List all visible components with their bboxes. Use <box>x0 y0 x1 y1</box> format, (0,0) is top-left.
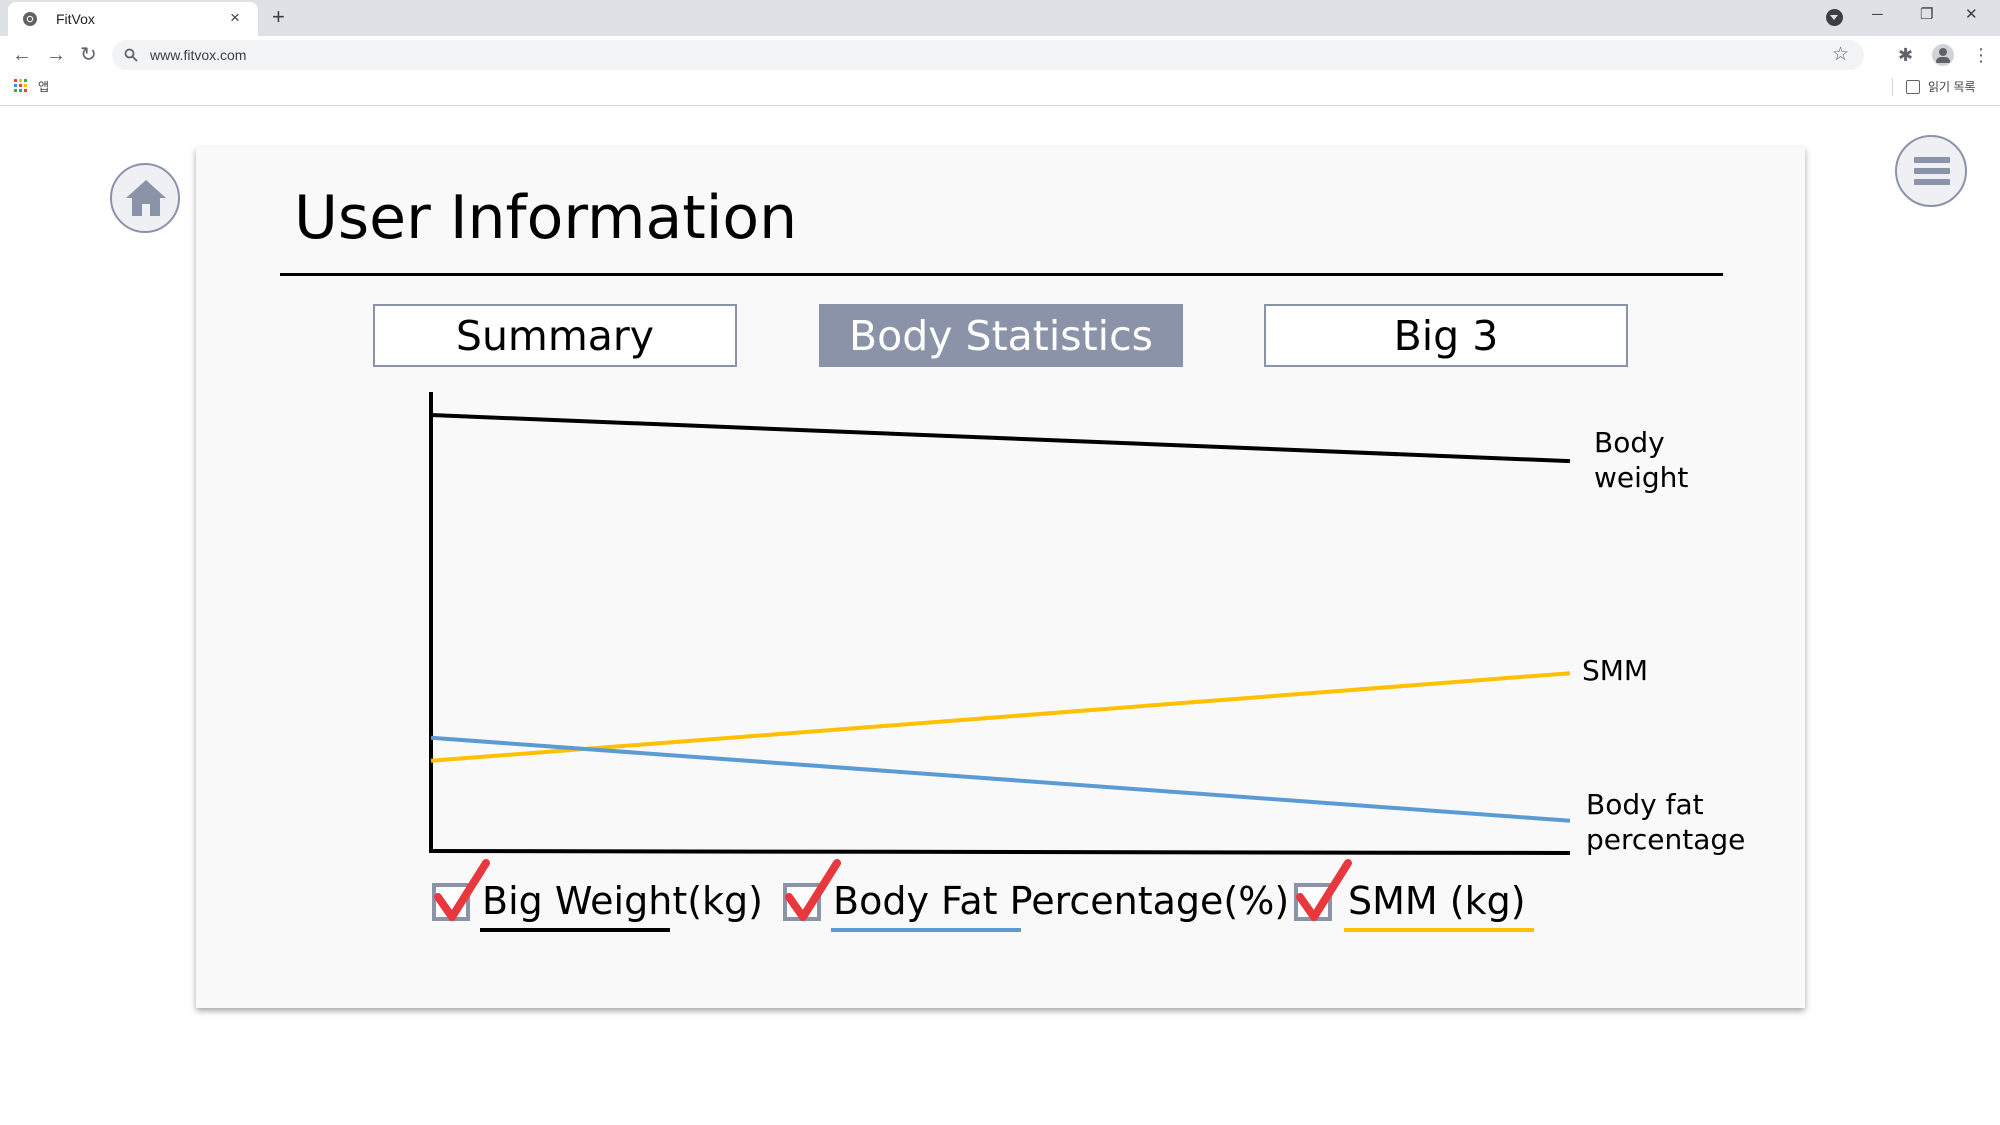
menu-bar <box>1914 157 1950 163</box>
tab-search-icon[interactable] <box>1826 9 1843 26</box>
reading-list-icon[interactable] <box>1906 80 1920 94</box>
series-line-body-fat-percentage <box>430 735 1571 823</box>
address-bar[interactable]: www.fitvox.com ☆ <box>112 40 1864 70</box>
tab-body-statistics[interactable]: Body Statistics <box>819 304 1183 367</box>
reload-icon[interactable]: ↻ <box>80 44 97 66</box>
browser-tab[interactable]: FitVox × <box>8 2 258 36</box>
home-icon <box>126 180 166 216</box>
user-info-card: User Information Summary Body Statistics… <box>196 147 1805 1008</box>
star-icon[interactable]: ☆ <box>1832 44 1850 65</box>
tab-big-3[interactable]: Big 3 <box>1264 304 1628 367</box>
plus-icon[interactable]: + <box>272 4 285 29</box>
checkmark-icon <box>1296 859 1352 921</box>
bookmarks-bar <box>0 74 2000 106</box>
series-line-body-weight <box>430 413 1571 464</box>
legend-label: Big Weight(kg) <box>482 879 763 923</box>
apps-label[interactable]: 앱 <box>38 80 50 94</box>
checkmark-icon <box>434 859 490 921</box>
extensions-icon[interactable]: ✱ <box>1898 45 1914 65</box>
legend-swatch <box>1344 928 1534 932</box>
tab-summary[interactable]: Summary <box>373 304 737 367</box>
legend-label: SMM (kg) <box>1348 879 1526 923</box>
browser-toolbar: ← → ↻ www.fitvox.com ☆ ✱ ⋮ <box>0 36 2000 74</box>
series-label-body-fat: percentage <box>1586 823 1745 856</box>
page-title: User Information <box>294 183 798 253</box>
kebab-menu-icon[interactable]: ⋮ <box>1972 45 1990 65</box>
profile-icon[interactable] <box>1932 44 1954 66</box>
hamburger-menu-button[interactable] <box>1895 135 1967 207</box>
menu-bar <box>1914 168 1950 174</box>
series-label-body-weight: weight <box>1594 461 1688 494</box>
close-icon[interactable]: × <box>230 8 240 27</box>
legend-body-weight-toggle[interactable]: Big Weight(kg) <box>432 859 763 933</box>
legend-body-fat-toggle[interactable]: Body Fat Percentage(%) <box>783 859 1289 933</box>
tab-title: FitVox <box>56 11 95 27</box>
legend-label: Body Fat Percentage(%) <box>833 879 1290 923</box>
checkmark-icon <box>785 859 841 921</box>
search-icon <box>124 48 138 62</box>
series-label-body-weight: Body <box>1594 426 1665 459</box>
legend-swatch <box>480 928 670 932</box>
legend-smm-toggle[interactable]: SMM (kg) <box>1294 859 1544 933</box>
legend-swatch <box>831 928 1021 932</box>
chrome-icon <box>23 12 37 26</box>
window-close-icon[interactable]: ✕ <box>1965 6 1978 23</box>
body-stats-chart: Body weight SMM Body fat percentage <box>428 392 1745 856</box>
restore-icon[interactable]: ❐ <box>1920 6 1934 23</box>
apps-icon[interactable] <box>14 79 28 93</box>
x-axis <box>428 849 1571 855</box>
divider <box>1892 78 1893 96</box>
series-line-smm <box>430 671 1571 763</box>
series-label-smm: SMM <box>1582 654 1648 687</box>
back-icon[interactable]: ← <box>12 44 32 66</box>
url-text[interactable]: www.fitvox.com <box>150 47 247 63</box>
browser-tab-strip: FitVox × + ─ ❐ ✕ <box>0 0 2000 36</box>
forward-icon[interactable]: → <box>46 44 66 66</box>
title-divider <box>280 273 1723 276</box>
minimize-icon[interactable]: ─ <box>1872 6 1883 23</box>
menu-bar <box>1914 179 1950 185</box>
series-label-body-fat: Body fat <box>1586 788 1704 821</box>
reading-list-label[interactable]: 읽기 목록 <box>1928 80 1976 94</box>
home-button[interactable] <box>110 163 180 233</box>
